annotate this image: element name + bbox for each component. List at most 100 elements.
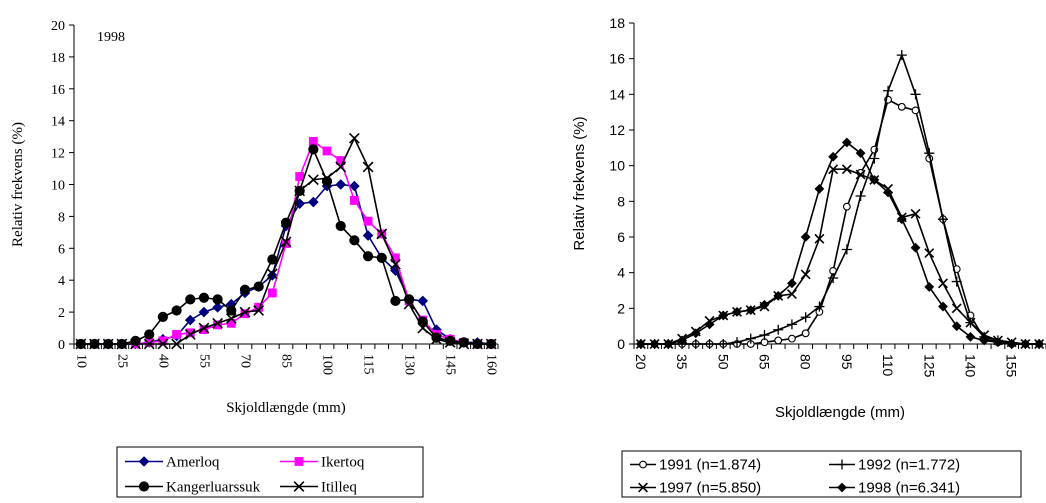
data-point bbox=[979, 335, 990, 346]
data-point bbox=[883, 85, 894, 96]
y-tick-label: 16 bbox=[609, 51, 625, 67]
legend-item: 1998 (n=6.341) bbox=[829, 480, 960, 497]
data-point bbox=[322, 146, 332, 156]
legend-label: 1991 (n=1.874) bbox=[659, 457, 761, 474]
data-point bbox=[89, 338, 100, 350]
data-point bbox=[800, 269, 811, 280]
y-tick-label: 12 bbox=[51, 147, 65, 162]
data-point bbox=[253, 281, 264, 292]
y-axis-title: Relativ frekvens (%) bbox=[10, 122, 26, 247]
data-point bbox=[144, 337, 154, 347]
data-point bbox=[75, 338, 87, 350]
y-tick-label: 14 bbox=[609, 86, 625, 102]
data-point bbox=[869, 175, 880, 185]
data-point bbox=[184, 314, 196, 326]
data-point bbox=[759, 330, 770, 341]
series-line bbox=[640, 168, 1040, 345]
data-point bbox=[362, 230, 374, 241]
data-point bbox=[172, 330, 181, 339]
data-point bbox=[280, 236, 292, 248]
data-point bbox=[458, 337, 469, 348]
data-point bbox=[924, 148, 935, 159]
data-point bbox=[307, 174, 319, 186]
data-point bbox=[704, 319, 715, 330]
legend-marker bbox=[639, 460, 647, 469]
y-tick-label: 8 bbox=[58, 210, 65, 225]
data-point bbox=[458, 338, 470, 350]
data-point bbox=[130, 338, 141, 350]
data-point bbox=[855, 169, 866, 180]
data-point bbox=[842, 202, 851, 211]
data-point bbox=[198, 306, 210, 318]
series-1992-n-1-772 bbox=[635, 50, 1045, 350]
data-point bbox=[171, 338, 182, 350]
x-tick-label: 100 bbox=[320, 354, 335, 375]
data-point bbox=[431, 333, 442, 345]
y-tick-label: 10 bbox=[51, 179, 65, 194]
data-point bbox=[116, 338, 128, 350]
x-tick-label: 140 bbox=[962, 354, 978, 378]
data-point bbox=[800, 232, 811, 242]
data-point bbox=[335, 220, 346, 232]
data-point bbox=[308, 196, 319, 208]
data-point bbox=[267, 254, 278, 265]
legend: 1991 (n=1.874) 1992 (n=1.772) 1997 (n=5.85… bbox=[621, 450, 1022, 498]
axes: 0 2 4 6 8 10 12 14 16 18 20 10 25 40 55 70 85 100 115 130 14… bbox=[51, 19, 499, 375]
x-tick-label: 125 bbox=[921, 354, 937, 378]
data-point bbox=[896, 50, 907, 61]
legend-label: 1997 (n=5.850) bbox=[659, 480, 761, 497]
year-annotation: 1998 bbox=[97, 30, 125, 45]
data-point bbox=[911, 106, 920, 115]
data-point bbox=[157, 311, 169, 322]
legend-marker bbox=[138, 481, 150, 492]
data-point bbox=[185, 294, 196, 305]
x-tick-label: 160 bbox=[484, 354, 499, 375]
data-point bbox=[390, 258, 401, 270]
data-point bbox=[321, 172, 333, 184]
data-point bbox=[226, 305, 237, 316]
data-point bbox=[198, 292, 210, 303]
data-point bbox=[910, 208, 921, 219]
legend-item: Amerloq bbox=[125, 455, 220, 471]
data-point bbox=[184, 329, 196, 340]
data-point bbox=[841, 164, 852, 175]
x-tick-label: 155 bbox=[1004, 354, 1020, 378]
x-tick-label: 145 bbox=[443, 354, 458, 375]
data-point bbox=[993, 337, 1003, 348]
y-tick-label: 10 bbox=[609, 158, 625, 174]
legend-box bbox=[621, 450, 1022, 498]
legend-box bbox=[116, 446, 424, 498]
y-tick-label: 20 bbox=[51, 19, 65, 34]
data-point bbox=[786, 319, 797, 330]
x-tick-label: 25 bbox=[114, 354, 129, 368]
data-point bbox=[718, 338, 729, 350]
data-point bbox=[800, 312, 811, 323]
legend-marker bbox=[836, 459, 848, 470]
y-tick-label: 8 bbox=[617, 193, 625, 209]
y-tick-label: 4 bbox=[617, 265, 625, 281]
data-point bbox=[635, 339, 646, 349]
data-point bbox=[362, 161, 374, 173]
data-point bbox=[869, 153, 880, 164]
data-point bbox=[130, 335, 141, 346]
data-point bbox=[745, 333, 756, 344]
legend: Amerloq Ikertoq Kangerluarssuk Itilleq bbox=[116, 446, 424, 498]
series-line bbox=[640, 98, 1040, 345]
data-point bbox=[951, 321, 962, 332]
data-point bbox=[376, 228, 388, 240]
data-point bbox=[788, 334, 796, 343]
data-point bbox=[718, 310, 729, 321]
data-point bbox=[732, 306, 742, 317]
data-point bbox=[335, 161, 347, 173]
y-tick-label: 2 bbox=[617, 300, 625, 316]
data-point bbox=[212, 317, 224, 329]
legend-label: 1998 (n=6.341) bbox=[858, 480, 960, 497]
data-point bbox=[759, 299, 770, 310]
chart-left-1998-sites: 0 2 4 6 8 10 12 14 16 18 20 10 25 40 55 70 85 100 115 130 14… bbox=[10, 19, 499, 498]
y-tick-label: 6 bbox=[617, 229, 625, 245]
x-axis-title: Skjoldlængde (mm) bbox=[775, 404, 905, 421]
legend-label: Kangerluarssuk bbox=[166, 480, 261, 496]
data-point bbox=[855, 148, 866, 159]
x-tick-label: 55 bbox=[196, 354, 211, 368]
